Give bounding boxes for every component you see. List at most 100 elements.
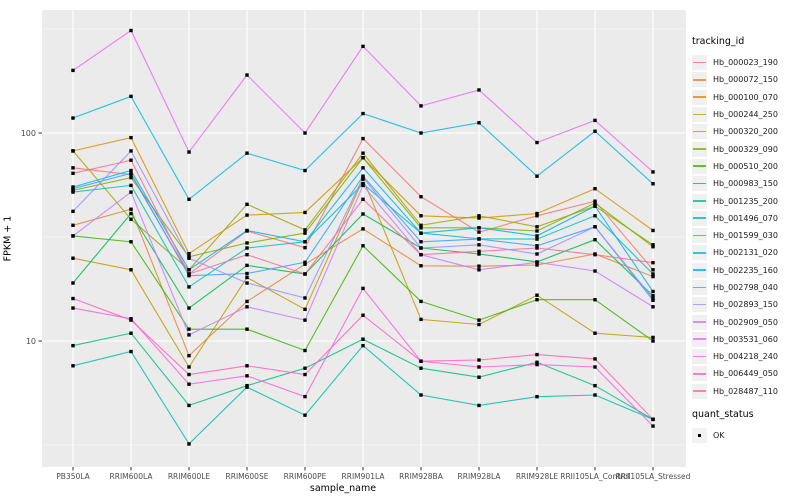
data-point bbox=[187, 274, 191, 278]
legend-key-swatch bbox=[692, 210, 707, 226]
data-point bbox=[477, 365, 481, 369]
data-point bbox=[477, 403, 481, 408]
x-tick-label: RRII105LA_Control bbox=[560, 472, 630, 481]
data-point bbox=[651, 272, 655, 276]
y-tick-label: 100 bbox=[21, 129, 36, 138]
legend-label: Hb_002235_160 bbox=[713, 265, 778, 275]
data-point bbox=[477, 375, 481, 379]
legend: tracking_id Hb_000023_190 Hb_000072_150 Hb… bbox=[692, 36, 798, 444]
legend-title-quant-status: quant_status bbox=[692, 408, 754, 420]
legend-entry-Hb_000023_190: Hb_000023_190 bbox=[692, 54, 798, 71]
data-point bbox=[245, 241, 249, 245]
x-tick-label: RRIM600LA bbox=[110, 472, 154, 481]
data-point bbox=[303, 262, 307, 266]
legend-label: Hb_001496_070 bbox=[713, 213, 778, 223]
legend-key-swatch bbox=[692, 89, 707, 105]
data-point bbox=[129, 149, 133, 153]
data-point bbox=[245, 374, 249, 378]
data-point bbox=[477, 121, 481, 125]
data-point bbox=[303, 210, 307, 215]
legend-entry-Hb_002131_020: Hb_002131_020 bbox=[692, 244, 798, 261]
data-point bbox=[651, 170, 655, 174]
data-point bbox=[651, 182, 655, 186]
legend-entry-Hb_002798_040: Hb_002798_040 bbox=[692, 279, 798, 296]
x-tick-label: RRIM600SE bbox=[226, 472, 269, 481]
data-point bbox=[129, 28, 133, 33]
data-point bbox=[187, 256, 191, 260]
data-point bbox=[651, 339, 655, 343]
data-point bbox=[419, 195, 423, 199]
legend-entry-ok: OK bbox=[692, 427, 798, 444]
legend-label: Hb_002909_050 bbox=[713, 317, 778, 327]
data-point bbox=[303, 131, 307, 135]
legend-key-line-icon bbox=[693, 372, 706, 375]
data-point bbox=[593, 269, 597, 273]
data-point bbox=[419, 366, 423, 370]
legend-label: Hb_003531_060 bbox=[713, 334, 778, 344]
data-point bbox=[245, 202, 249, 207]
data-point bbox=[71, 343, 75, 348]
data-point bbox=[419, 131, 423, 135]
data-point bbox=[303, 372, 307, 377]
data-point bbox=[535, 237, 539, 241]
quant-status-legend: quant_status OK bbox=[692, 409, 798, 444]
legend-label: Hb_002131_020 bbox=[713, 248, 778, 258]
legend-key-swatch bbox=[692, 280, 707, 295]
data-point bbox=[71, 186, 75, 191]
data-point bbox=[419, 252, 423, 257]
data-point bbox=[593, 214, 597, 218]
data-point bbox=[535, 260, 539, 264]
data-point bbox=[477, 322, 481, 327]
x-tick-label: RRII105LA_Stressed bbox=[616, 472, 691, 481]
data-point bbox=[361, 197, 365, 202]
data-point bbox=[477, 268, 481, 272]
data-point bbox=[419, 299, 423, 304]
data-point bbox=[129, 175, 133, 180]
legend-label: Hb_000244_250 bbox=[713, 110, 778, 120]
data-point bbox=[187, 285, 191, 289]
data-point bbox=[419, 359, 423, 363]
legend-label: Hb_006449_050 bbox=[713, 369, 778, 379]
data-point bbox=[187, 333, 191, 337]
data-point bbox=[651, 260, 655, 265]
data-point bbox=[593, 129, 597, 133]
data-point bbox=[361, 151, 365, 155]
data-point bbox=[187, 272, 191, 276]
legend-key-swatch bbox=[692, 383, 707, 399]
data-point bbox=[419, 240, 423, 244]
legend-title-tracking-id: tracking_id bbox=[692, 36, 745, 47]
x-tick-label: RRIM600LE bbox=[168, 472, 211, 481]
data-point bbox=[245, 263, 249, 268]
legend-key-line-icon bbox=[693, 61, 706, 64]
data-point bbox=[129, 217, 133, 221]
data-point bbox=[129, 331, 133, 335]
legend-entry-Hb_004218_240: Hb_004218_240 bbox=[692, 348, 798, 365]
data-point bbox=[361, 337, 365, 341]
data-point bbox=[419, 223, 423, 227]
data-point bbox=[651, 228, 655, 233]
legend-label: Hb_002798_040 bbox=[713, 283, 778, 292]
data-point bbox=[303, 272, 307, 276]
legend-key-swatch bbox=[692, 331, 707, 347]
legend-key-swatch bbox=[692, 366, 707, 382]
legend-entry-Hb_000320_200: Hb_000320_200 bbox=[692, 123, 798, 140]
data-point bbox=[535, 263, 539, 267]
legend-entry-Hb_002893_150: Hb_002893_150 bbox=[692, 296, 798, 313]
legend-label: Hb_000510_200 bbox=[713, 161, 778, 171]
data-point bbox=[187, 268, 191, 272]
data-point bbox=[593, 118, 597, 123]
y-axis-title: FPKM + 1 bbox=[2, 215, 14, 262]
data-point bbox=[303, 366, 307, 370]
legend-key-line-icon bbox=[693, 165, 706, 168]
data-point bbox=[187, 251, 191, 256]
data-point bbox=[477, 249, 481, 253]
data-point bbox=[187, 353, 191, 358]
data-point bbox=[593, 225, 597, 229]
data-point bbox=[361, 166, 365, 170]
data-point bbox=[245, 385, 249, 389]
data-point bbox=[593, 365, 597, 369]
legend-key-swatch bbox=[692, 141, 707, 157]
data-point bbox=[71, 234, 75, 238]
data-point bbox=[129, 268, 133, 272]
legend-entry-Hb_003531_060: Hb_003531_060 bbox=[692, 331, 798, 348]
